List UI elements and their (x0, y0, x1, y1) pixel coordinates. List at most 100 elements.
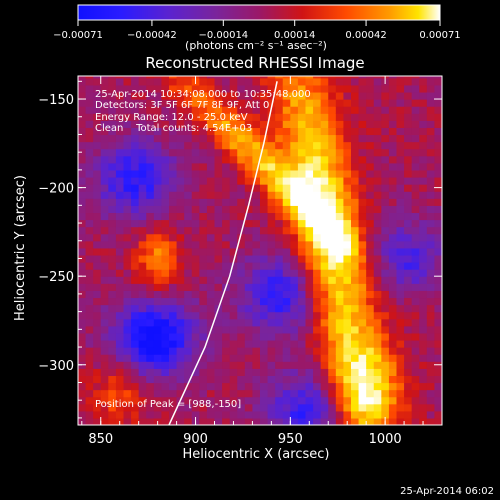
heatmap-cell (244, 269, 254, 277)
heatmap-cell (351, 141, 360, 150)
heatmap-cell (313, 311, 322, 320)
heatmap-cell (335, 269, 345, 277)
heatmap-cell (396, 297, 405, 306)
heatmap-cell (381, 262, 390, 270)
heatmap-cell (252, 347, 261, 355)
heatmap-cell (176, 148, 185, 157)
heatmap-cell (335, 254, 345, 263)
heatmap-cell (78, 113, 87, 121)
heatmap-cell (100, 77, 109, 86)
heatmap-cell (123, 311, 132, 320)
heatmap-cell (351, 212, 360, 221)
heatmap-cell (237, 262, 246, 270)
heatmap-cell (108, 162, 117, 171)
heatmap-cell (275, 354, 284, 362)
heatmap-cell (313, 141, 322, 150)
heatmap-cell (93, 410, 102, 419)
heatmap-cell (320, 127, 329, 136)
heatmap-cell (373, 396, 382, 405)
heatmap-cell (320, 99, 329, 107)
heatmap-cell (260, 254, 269, 263)
heatmap-cell (411, 361, 420, 369)
heatmap-cell (373, 212, 382, 221)
heatmap-cell (191, 120, 200, 128)
heatmap-cell (244, 134, 254, 143)
heatmap-cell (290, 247, 299, 256)
heatmap-cell (206, 382, 216, 391)
heatmap-cell (115, 76, 125, 79)
heatmap-cell (229, 410, 238, 419)
heatmap-cell (93, 169, 102, 178)
heatmap-cell (169, 290, 178, 299)
heatmap-cell (404, 361, 413, 369)
heatmap-cell (199, 113, 208, 121)
heatmap-cell (388, 276, 398, 284)
heatmap-cell (206, 176, 216, 185)
heatmap-cell (320, 198, 329, 206)
heatmap-cell (244, 184, 254, 192)
heatmap-cell (237, 76, 246, 79)
heatmap-cell (85, 162, 94, 171)
heatmap-cell (78, 169, 87, 178)
heatmap-cell (290, 269, 299, 277)
heatmap-cell (199, 240, 208, 249)
heatmap-cell (320, 403, 329, 412)
heatmap-cell (267, 375, 276, 384)
y-tick-label: −250 (38, 270, 74, 285)
heatmap-cell (176, 347, 185, 355)
heatmap-cell (411, 148, 420, 157)
heatmap-cell (146, 226, 155, 235)
heatmap-cell (169, 269, 178, 277)
heatmap-cell (153, 127, 163, 136)
heatmap-cell (237, 410, 246, 419)
heatmap-cell (260, 184, 269, 192)
heatmap-cell (252, 325, 261, 334)
heatmap-cell (404, 269, 413, 277)
heatmap-cell (100, 382, 109, 391)
heatmap-cell (305, 361, 314, 369)
heatmap-cell (78, 354, 87, 362)
heatmap-cell (131, 262, 140, 270)
heatmap-cell (290, 276, 299, 284)
heatmap-cell (373, 155, 382, 164)
heatmap-cell (85, 311, 94, 320)
heatmap-cell (388, 226, 398, 235)
heatmap-cell (161, 219, 170, 228)
y-axis-label: Heliocentric Y (arcsec) (13, 175, 28, 321)
heatmap-cell (343, 304, 352, 313)
heatmap-cell (131, 240, 140, 249)
heatmap-cell (335, 169, 345, 178)
heatmap-cell (108, 205, 117, 214)
heatmap-cell (123, 84, 132, 93)
heatmap-cell (85, 184, 94, 192)
heatmap-cell (206, 198, 216, 206)
heatmap-cell (176, 91, 185, 100)
heatmap-cell (381, 212, 390, 221)
heatmap-cell (328, 311, 337, 320)
heatmap-cell (176, 283, 185, 291)
heatmap-cell (419, 169, 428, 178)
heatmap-cell (297, 233, 307, 242)
heatmap-cell (146, 127, 155, 136)
heatmap-cell (252, 254, 261, 263)
heatmap-cell (297, 134, 307, 143)
heatmap-cell (388, 361, 398, 369)
heatmap-cell (313, 233, 322, 242)
heatmap-cell (404, 347, 413, 355)
heatmap-cell (282, 354, 291, 362)
heatmap-cell (123, 297, 132, 306)
heatmap-cell (78, 311, 87, 320)
heatmap-cell (229, 375, 238, 384)
heatmap-cell (214, 375, 223, 384)
heatmap-cell (388, 162, 398, 171)
heatmap-cell (222, 205, 231, 214)
heatmap-cell (123, 91, 132, 100)
heatmap-cell (244, 148, 254, 157)
heatmap-cell (146, 247, 155, 256)
heatmap-cell (305, 339, 314, 348)
heatmap-cell (297, 304, 307, 313)
heatmap-cell (426, 375, 436, 384)
heatmap-cell (335, 233, 345, 242)
heatmap-cell (351, 403, 360, 412)
heatmap-cell (305, 120, 314, 128)
